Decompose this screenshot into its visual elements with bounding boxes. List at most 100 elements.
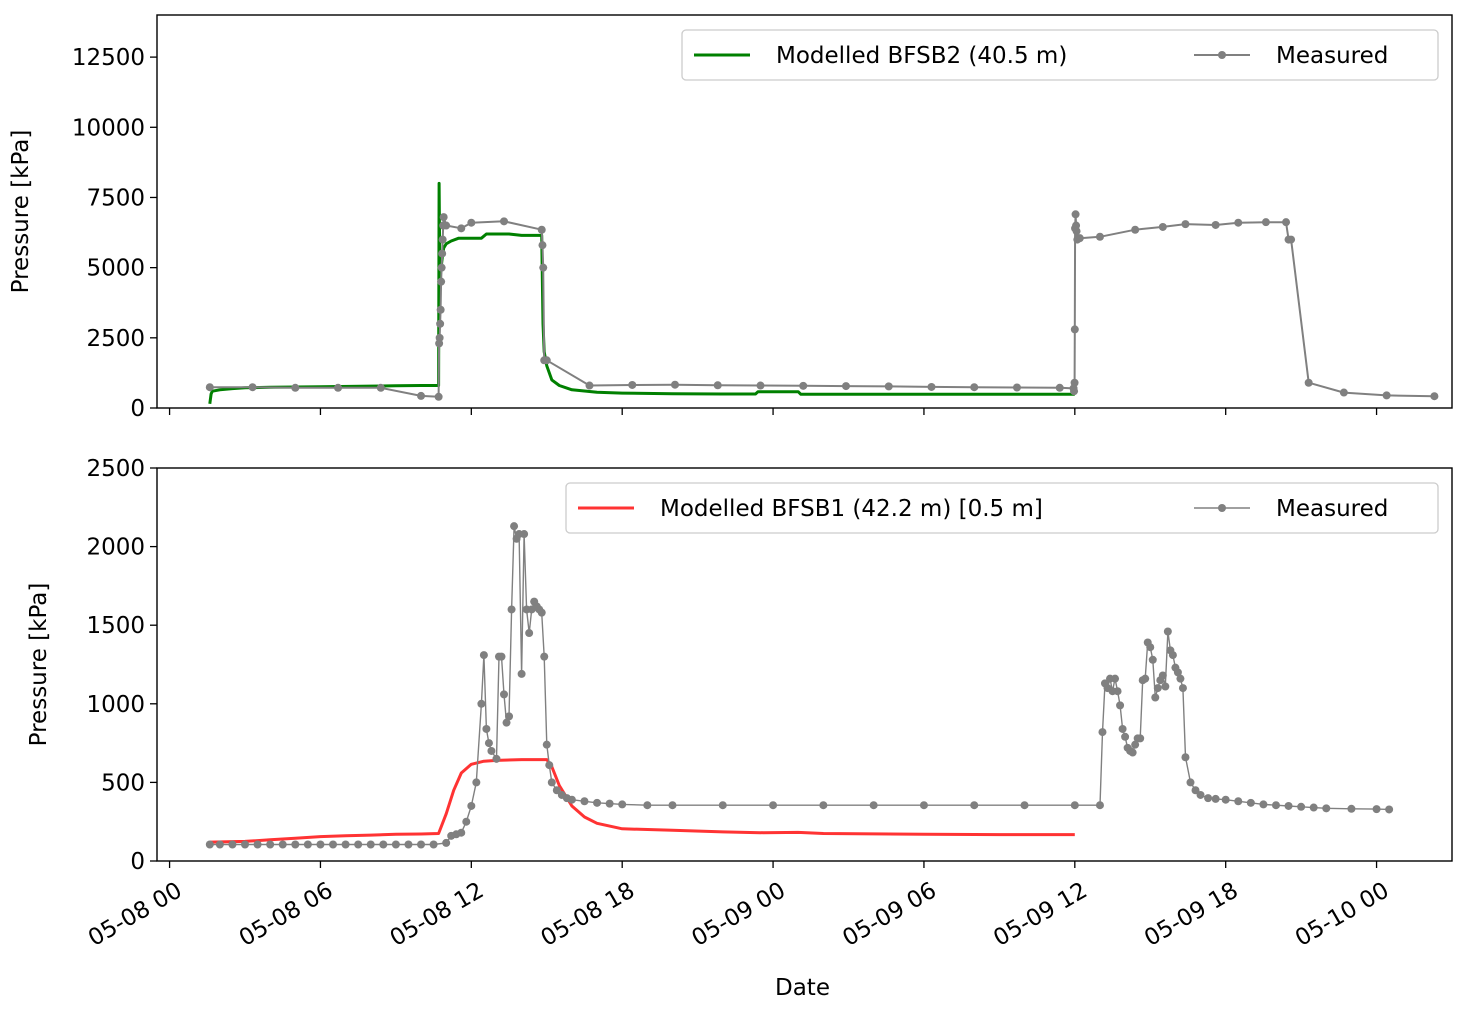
data-point [472, 778, 481, 787]
data-point [507, 605, 516, 614]
data-point [438, 249, 447, 258]
data-point [1178, 684, 1187, 693]
panel-1: 0 2500 5000 7500 10000 12500 Pressure [kPa] Mod… [8, 14, 1453, 422]
data-point [497, 652, 506, 661]
data-point [1271, 801, 1280, 810]
data-point [487, 746, 496, 755]
data-point [585, 381, 594, 390]
y-tick-label: 1500 [86, 613, 145, 639]
y-axis-label: Pressure [kPa] [26, 583, 52, 747]
data-point [1234, 797, 1243, 806]
panel-2: 0 500 1000 1500 2000 2500 Pressure [kPa] 05-08 … [26, 456, 1453, 1001]
y-tick-label: 1000 [86, 692, 145, 718]
data-point [434, 392, 443, 401]
data-point [1118, 724, 1127, 733]
data-point [542, 356, 551, 365]
data-point [1234, 218, 1243, 227]
data-point [404, 840, 413, 849]
data-point [1168, 651, 1177, 660]
data-point [329, 840, 338, 849]
data-point [1070, 378, 1079, 387]
data-point [517, 669, 526, 678]
data-point [1012, 383, 1021, 392]
data-point [1430, 392, 1439, 401]
data-point [567, 795, 576, 804]
data-point [1347, 804, 1356, 813]
data-point [547, 778, 556, 787]
data-point [442, 838, 451, 847]
data-point [769, 801, 778, 810]
data-point [756, 381, 765, 390]
data-point [436, 319, 445, 328]
data-point [970, 383, 979, 392]
legend-marker-measured [1218, 51, 1226, 59]
data-point [628, 380, 637, 389]
data-point [457, 828, 466, 837]
x-tick-label: 05-08 00 [84, 878, 187, 952]
data-point [1382, 391, 1391, 400]
data-point [482, 724, 491, 733]
data-point [1098, 728, 1107, 737]
data-point [1221, 795, 1230, 804]
data-point [1186, 778, 1195, 787]
y-tick-label: 2500 [86, 326, 145, 352]
data-point [643, 801, 652, 810]
y-tick-label: 2000 [86, 535, 145, 561]
data-point [1284, 801, 1293, 810]
data-point [1259, 800, 1268, 809]
data-point [1095, 232, 1104, 241]
x-tick-label: 05-08 18 [537, 878, 640, 952]
data-point [1121, 732, 1130, 741]
data-point [1161, 682, 1170, 691]
data-point [919, 801, 928, 810]
data-point [1246, 798, 1255, 807]
y-tick-label: 5000 [86, 256, 145, 282]
data-point [1304, 378, 1313, 387]
data-point [479, 651, 488, 660]
data-point [1020, 801, 1029, 810]
data-point [436, 305, 445, 314]
data-point [1191, 786, 1200, 795]
data-point [1322, 804, 1331, 813]
data-point [1163, 627, 1172, 636]
data-point [1070, 387, 1079, 396]
data-point [1128, 748, 1137, 757]
data-point [438, 235, 447, 244]
data-point [540, 652, 549, 661]
data-point [228, 840, 237, 849]
data-point [970, 801, 979, 810]
legend: Modelled BFSB1 (42.2 m) [0.5 m] Measured [565, 482, 1439, 534]
data-point [1075, 234, 1084, 243]
data-point [291, 383, 300, 392]
data-point [316, 840, 325, 849]
legend-box [565, 482, 1439, 534]
data-point [457, 224, 466, 233]
data-point [505, 712, 514, 721]
data-point [467, 218, 476, 227]
data-point [1095, 801, 1104, 810]
data-point [429, 840, 438, 849]
data-point [884, 382, 893, 391]
data-point [291, 840, 300, 849]
data-point [671, 380, 679, 389]
data-point [605, 799, 614, 808]
y-tick-label: 0 [130, 396, 145, 422]
x-tick-label: 05-08 06 [235, 878, 338, 952]
series-line-measured [209, 213, 1435, 398]
y-axis-label: Pressure [kPa] [8, 130, 34, 294]
data-point [542, 740, 551, 749]
series-line-measured [209, 525, 1390, 846]
series-line-modelled [208, 181, 1075, 404]
data-point [391, 840, 400, 849]
data-point [435, 333, 444, 342]
y-tick-label: 10000 [72, 115, 145, 141]
data-point [1211, 220, 1220, 229]
x-tick-label: 05-09 18 [1140, 878, 1243, 952]
axes-frame [156, 14, 1453, 409]
data-point [1113, 687, 1122, 696]
data-point [1136, 734, 1145, 743]
legend: Modelled BFSB2 (40.5 m) Measured [681, 29, 1439, 81]
data-point [1181, 753, 1190, 762]
data-point [1204, 794, 1213, 803]
y-tick-label: 7500 [86, 185, 145, 211]
